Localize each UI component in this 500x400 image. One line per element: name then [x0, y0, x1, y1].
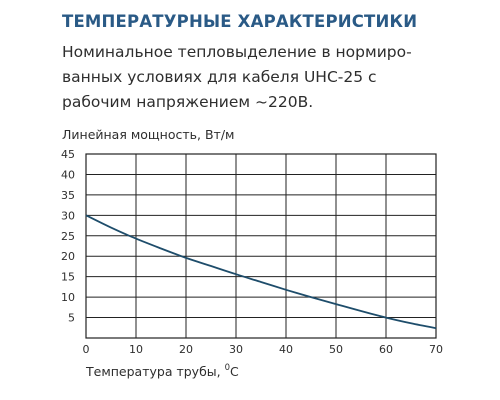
description-line: ванных условиях для кабеля UHC-25 с [62, 68, 377, 86]
x-tick-label: 10 [129, 343, 143, 356]
x-axis-label: Температура трубы, 0C [86, 363, 239, 380]
x-tick-label: 50 [329, 343, 343, 356]
y-tick-label: 45 [61, 148, 75, 161]
x-tick-label: 60 [379, 343, 393, 356]
x-tick-label: 20 [179, 343, 193, 356]
x-axis-label-text: Температура трубы, [86, 364, 225, 380]
y-tick-label: 25 [61, 230, 75, 243]
y-tick-label: 5 [68, 312, 75, 325]
y-axis-label: Линейная мощность, Вт/м [62, 127, 235, 142]
description-line: рабочим напряжением ~220В. [62, 93, 314, 111]
y-tick-label: 20 [61, 250, 75, 263]
description: Номинальное тепловыделение в нормиро- ва… [62, 40, 492, 115]
y-tick-label: 30 [61, 209, 75, 222]
x-axis-label-degree: 0 [224, 363, 231, 373]
description-line: Номинальное тепловыделение в нормиро- [62, 43, 412, 61]
x-axis-label-unit: C [230, 364, 239, 380]
y-tick-label: 15 [61, 271, 75, 284]
x-tick-label: 70 [429, 343, 443, 356]
series-line-0 [85, 214, 437, 330]
x-tick-label: 30 [229, 343, 243, 356]
y-tick-label: 35 [61, 189, 75, 202]
plot-frame [85, 153, 437, 339]
x-tick-label: 0 [83, 343, 90, 356]
y-tick-label: 40 [61, 168, 75, 181]
page-title: ТЕМПЕРАТУРНЫЕ ХАРАКТЕРИСТИКИ [62, 12, 418, 31]
y-tick-label: 10 [61, 291, 75, 304]
x-tick-label: 40 [279, 343, 293, 356]
